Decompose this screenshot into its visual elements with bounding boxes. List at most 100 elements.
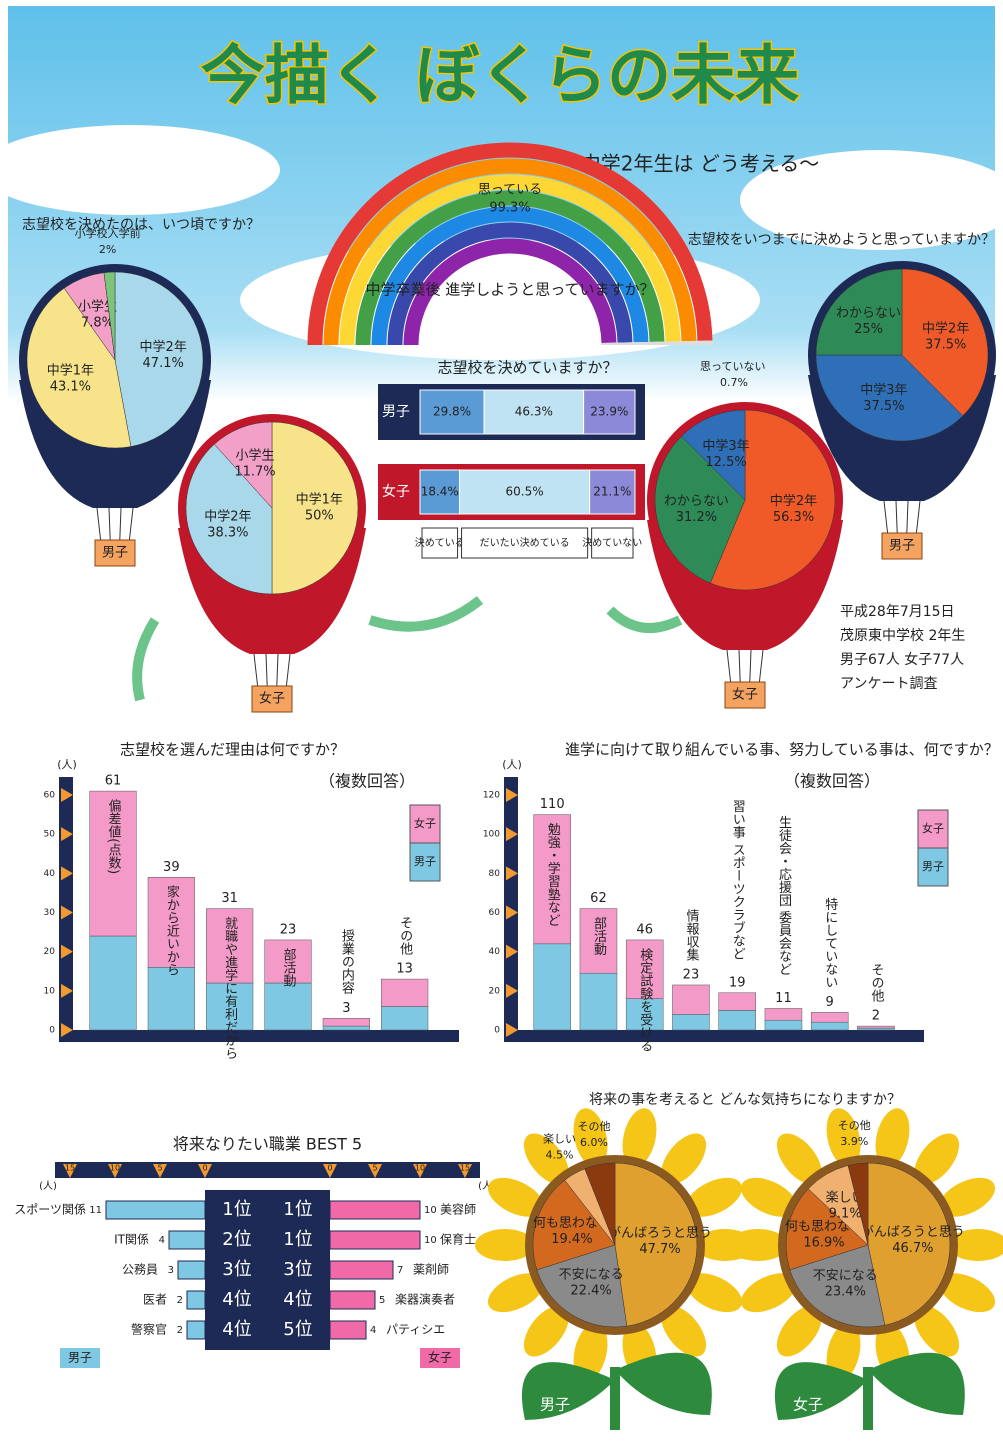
y-tick-label: 40 — [44, 869, 56, 879]
bar-segment — [672, 1014, 709, 1030]
bar-segment — [148, 967, 195, 1030]
slice-value: 47.1% — [143, 356, 184, 371]
legend-label: 男子 — [414, 855, 436, 868]
rank: 4位 — [222, 1319, 251, 1340]
bar-segment — [765, 1008, 802, 1020]
rainbow-value: 0.7% — [720, 376, 748, 389]
slice-value: 4.5% — [546, 1149, 574, 1162]
bar-category: 美容師 — [440, 1202, 476, 1217]
slice-value: 23.4% — [825, 1284, 866, 1299]
survey-note: アンケート調査 — [840, 676, 937, 692]
bar — [330, 1291, 375, 1309]
slice-label: 小学生 — [235, 447, 274, 463]
x-tick-label: 5 — [372, 1164, 377, 1173]
bar-value: 2 — [177, 1295, 183, 1306]
bar-value: 10 — [424, 1205, 437, 1216]
rank: 4位 — [222, 1289, 251, 1310]
slice-label: 中学2年 — [204, 508, 251, 524]
basket-label: 男子 — [889, 539, 915, 554]
slice-label: 中学3年 — [860, 382, 907, 398]
bar-value: 2 — [177, 1325, 183, 1336]
bar-segment — [323, 1018, 370, 1026]
axis-label: (人) — [57, 758, 77, 771]
slice-value: 9.1% — [829, 1207, 862, 1222]
bar-value: 10 — [424, 1235, 437, 1246]
y-tick-label: 60 — [44, 791, 56, 801]
basket-label: 女子 — [732, 687, 758, 703]
bar-total: 2 — [872, 1009, 880, 1024]
slice-value: 3.9% — [840, 1135, 868, 1148]
bar — [330, 1321, 366, 1339]
question: 中学卒業後 進学しようと思っていますか？ — [365, 281, 654, 299]
bar-category: IT関係 — [114, 1233, 149, 1247]
x-tick-label: 15 — [65, 1164, 75, 1173]
bar-category: パティシエ — [386, 1323, 445, 1337]
survey-note: 男子67人 女子77人 — [840, 651, 964, 668]
legend-label: 決めていない — [582, 537, 642, 549]
axis-label: (人) — [502, 758, 522, 771]
bar-value: 4 — [159, 1235, 165, 1246]
bar-category: 勉強・学習塾など — [545, 823, 561, 927]
row-label: 男子 — [382, 404, 410, 420]
y-tick-label: 30 — [44, 908, 56, 918]
row-label: 女子 — [382, 483, 410, 500]
bar-total: 19 — [729, 975, 746, 990]
bar-category: その他 — [397, 916, 413, 956]
slice-label: 不安になる — [813, 1268, 878, 1283]
slice-label: わからない — [664, 494, 729, 509]
survey-note: 茂原東中学校 2年生 — [840, 627, 965, 644]
bar-total: 23 — [280, 922, 297, 937]
slice-value: 12.5% — [705, 455, 746, 470]
x-axis — [504, 1030, 924, 1042]
slice-value: 47.7% — [639, 1242, 680, 1257]
bar-segment — [534, 944, 571, 1030]
bar-total: 39 — [163, 860, 180, 875]
chart-title: 志望校をいつまでに決めようと思っていますか？ — [688, 231, 995, 248]
x-tick-label: 0 — [202, 1164, 207, 1173]
y-tick-label: 60 — [489, 908, 501, 918]
slice-value: 31.2% — [676, 510, 717, 525]
flower-label: 男子 — [540, 1396, 570, 1414]
bar-category: 部活動 — [591, 917, 607, 957]
chart-title: 進学に向けて取り組んでいる事、努力している事は、何ですか？ — [565, 741, 999, 759]
bar-category: 家から近いから — [164, 885, 180, 977]
segment-label: 29.8% — [433, 405, 471, 419]
basket-label: 男子 — [102, 546, 128, 561]
y-tick-label: 0 — [494, 1026, 500, 1036]
y-tick-label: 10 — [44, 986, 56, 996]
slice-label: 中学2年 — [140, 339, 187, 355]
bar-category: 生徒会・応援団 委員会など — [776, 815, 792, 976]
bar-category: 検定試験を受ける — [637, 948, 653, 1052]
bar-category: 警察官 — [131, 1322, 167, 1337]
slice-value: 56.3% — [773, 510, 814, 525]
rank: 1位 — [222, 1199, 251, 1220]
slice-value: 22.4% — [570, 1284, 611, 1299]
axis-label: (人) — [39, 1180, 57, 1192]
x-tick-label: 0 — [327, 1164, 332, 1173]
rank: 1位 — [283, 1229, 312, 1250]
slice-value: 37.5% — [925, 337, 966, 352]
bar-total: 3 — [342, 1001, 350, 1016]
bar-value: 4 — [370, 1325, 376, 1336]
y-tick-label: 50 — [44, 830, 56, 840]
x-tick-label: 5 — [157, 1164, 162, 1173]
bar-value: 5 — [379, 1295, 385, 1306]
rainbow-label: 思っている — [478, 183, 542, 198]
slice-value: 25% — [854, 322, 883, 337]
chart-title: 志望校を決めたのは、いつ頃ですか？ — [22, 216, 260, 233]
bar-category: 部活動 — [281, 948, 297, 988]
bar-category: 情報収集 — [683, 909, 699, 961]
segment-label: 60.5% — [506, 485, 544, 499]
bar-total: 46 — [636, 922, 653, 937]
bar-segment — [719, 993, 756, 1011]
bar-total: 61 — [105, 774, 122, 789]
slice-label: 中学1年 — [296, 492, 343, 508]
bar-segment — [580, 973, 617, 1030]
bar-category: 公務員 — [122, 1263, 158, 1277]
slice-value: 6.0% — [580, 1136, 608, 1149]
survey-note: 平成28年7月15日 — [840, 604, 955, 620]
basket-label: 女子 — [259, 691, 285, 707]
bar-total: 9 — [826, 995, 834, 1010]
bar-total: 62 — [590, 891, 607, 906]
x-axis — [59, 1030, 459, 1042]
